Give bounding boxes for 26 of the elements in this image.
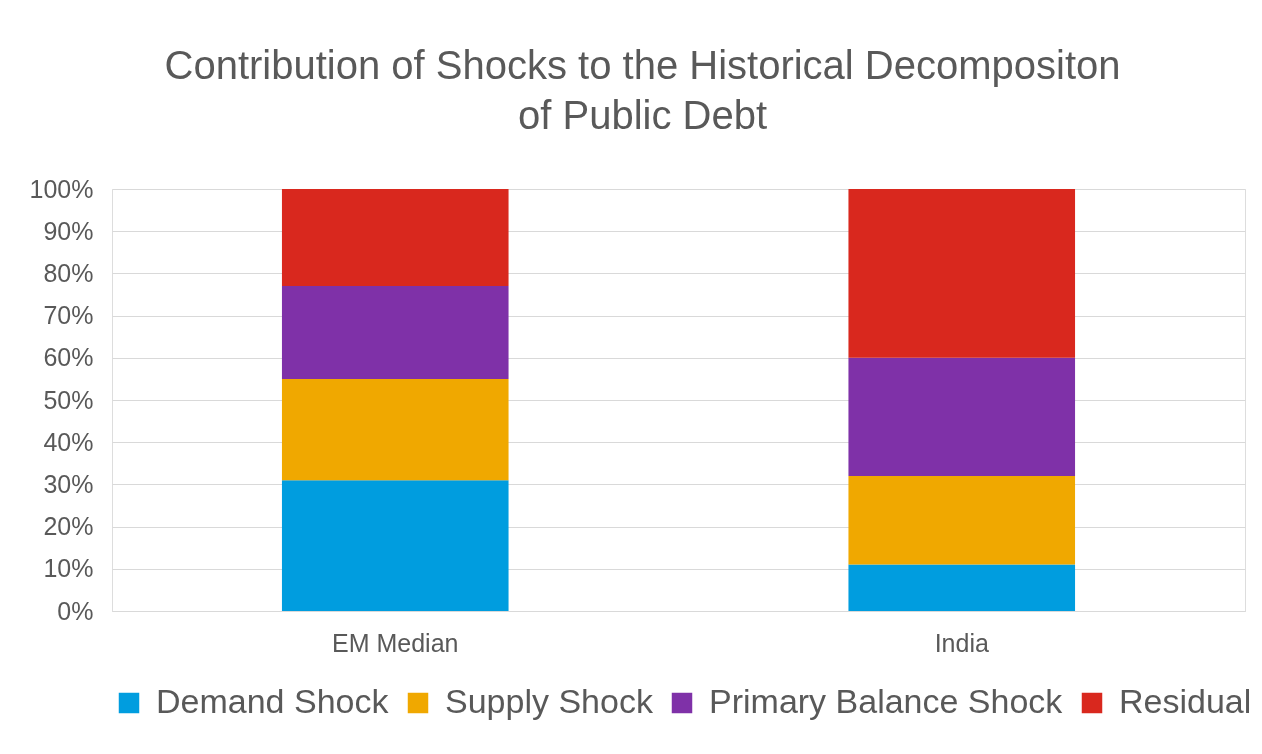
y-tick-label: 40% [43,427,94,456]
y-tick-label: 60% [43,343,94,372]
y-tick-label: 20% [43,512,94,541]
bar [281,286,509,379]
x-tick-label: India [934,628,989,657]
bar [848,564,1076,611]
y-tick-label: 90% [43,216,94,245]
bar [281,480,509,611]
legend-label: Supply Shock [445,682,654,720]
bar [848,475,1076,565]
x-tick-label: EM Median [332,628,459,657]
legend-label: Primary Balance Shock [709,682,1064,720]
bar [281,189,509,287]
y-tick-label: 10% [43,554,94,583]
legend-label: Residual [1119,682,1252,720]
y-tick-label: 0% [57,596,94,625]
bar [281,378,509,481]
y-tick-label: 100% [29,174,94,203]
y-tick-label: 50% [43,385,94,414]
y-tick-label: 30% [43,469,94,498]
bar [848,357,1076,476]
chart-title: Contribution of Shocks to the Historical Decompositon of Public Debt [164,43,1121,137]
legend-label: Demand Shock [156,682,390,720]
y-tick-label: 80% [43,258,94,287]
bar [848,189,1076,358]
y-tick-label: 70% [43,301,94,330]
